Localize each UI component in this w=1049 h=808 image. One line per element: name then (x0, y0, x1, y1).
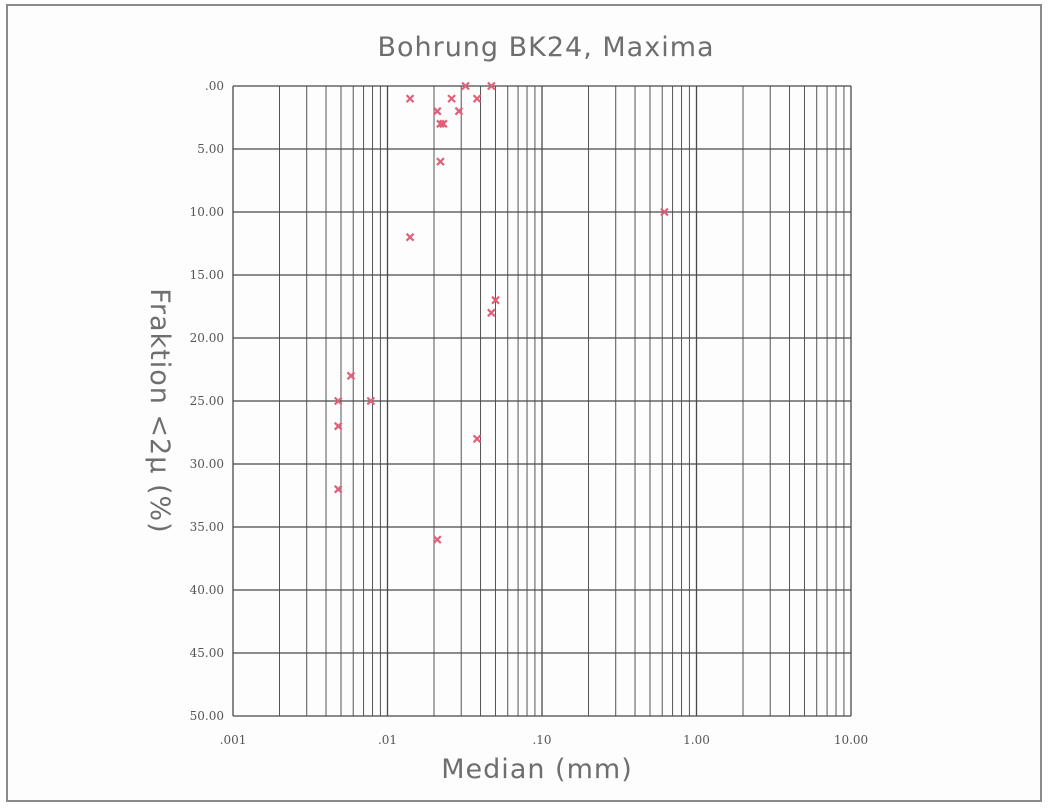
x-tick-label: 1.00 (683, 733, 710, 747)
grid (232, 85, 852, 717)
x-tick-label: .10 (532, 733, 551, 747)
data-point (405, 94, 415, 103)
data-point (346, 371, 356, 381)
x-tick-label: .01 (378, 733, 397, 747)
data-point (433, 106, 442, 116)
data-point (333, 396, 343, 406)
y-tick-label: 5.00 (197, 142, 224, 156)
chart-frame: Bohrung BK24, Maxima .00 5.00 10.00 15.00 20… (6, 4, 1042, 802)
chart-title: Bohrung BK24, Maxima (377, 32, 714, 63)
data-point (333, 421, 343, 431)
data-point (436, 119, 445, 129)
y-axis-label: Fraktion <2µ (%) (144, 288, 175, 533)
x-tick-label: .001 (220, 733, 247, 747)
data-point (333, 484, 343, 494)
y-tick-label: 20.00 (190, 331, 224, 345)
y-tick-label: 45.00 (190, 646, 224, 660)
data-point (366, 396, 376, 406)
data-point (405, 232, 415, 242)
data-point (461, 81, 470, 91)
y-tick-label: 10.00 (190, 205, 224, 219)
data-point (487, 81, 496, 91)
data-points (333, 81, 669, 544)
data-point (439, 119, 448, 129)
y-tick-label: .00 (205, 79, 224, 93)
y-tick-label: 50.00 (190, 709, 224, 723)
data-point (660, 207, 669, 217)
data-point (472, 94, 482, 103)
data-point (454, 106, 464, 116)
data-point (447, 94, 456, 103)
data-point (436, 157, 445, 166)
data-point (472, 434, 482, 444)
y-tick-label: 35.00 (190, 520, 224, 534)
scatter-chart: Bohrung BK24, Maxima .00 5.00 10.00 15.00 20… (144, 32, 869, 785)
data-point (433, 535, 442, 544)
data-point (491, 295, 500, 305)
y-tick-label: 15.00 (190, 268, 224, 282)
x-tick-label: 10.00 (834, 733, 868, 747)
data-point (487, 308, 496, 318)
x-axis-label: Median (mm) (441, 754, 632, 785)
y-axis-ticks: .00 5.00 10.00 15.00 20.00 25.00 30.00 35.00 40.… (190, 79, 224, 723)
y-tick-label: 40.00 (190, 583, 224, 597)
y-tick-label: 25.00 (190, 394, 224, 408)
x-axis-ticks: .001 .01 .10 1.00 10.00 (220, 733, 869, 747)
y-tick-label: 30.00 (190, 457, 224, 471)
